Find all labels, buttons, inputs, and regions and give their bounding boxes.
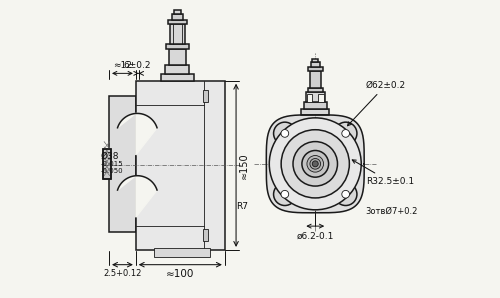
Circle shape	[334, 183, 357, 206]
Circle shape	[302, 150, 328, 177]
Bar	[166, 44, 188, 49]
Text: 2.5+0.12: 2.5+0.12	[104, 269, 142, 278]
Circle shape	[281, 190, 288, 198]
Circle shape	[342, 130, 349, 137]
Bar	[312, 59, 318, 62]
Text: -0.015: -0.015	[100, 161, 123, 167]
Bar	[202, 90, 208, 102]
Circle shape	[270, 118, 361, 210]
Circle shape	[274, 183, 296, 206]
Bar	[308, 67, 323, 71]
Text: Ø38: Ø38	[100, 152, 118, 161]
Bar	[318, 94, 324, 103]
Circle shape	[312, 161, 318, 167]
Polygon shape	[118, 176, 157, 217]
Bar	[168, 20, 187, 24]
Bar	[170, 24, 184, 44]
Text: -0.050: -0.050	[100, 168, 123, 174]
Bar	[103, 149, 110, 179]
Text: ≈150: ≈150	[239, 152, 249, 179]
Bar	[103, 149, 110, 179]
Text: Ø62±0.2: Ø62±0.2	[348, 81, 406, 126]
Bar	[169, 49, 186, 65]
Circle shape	[334, 122, 357, 145]
Bar	[304, 103, 326, 109]
Circle shape	[342, 190, 349, 198]
Polygon shape	[266, 115, 364, 213]
Bar	[310, 71, 320, 88]
Text: ≈12: ≈12	[113, 61, 132, 70]
Text: 6±0.2: 6±0.2	[124, 61, 151, 70]
Circle shape	[293, 142, 338, 186]
Bar	[307, 94, 312, 103]
Circle shape	[281, 130, 349, 198]
Bar	[301, 109, 330, 115]
Circle shape	[310, 159, 320, 169]
Bar	[310, 62, 320, 67]
Bar	[154, 248, 210, 257]
Circle shape	[307, 156, 324, 172]
Bar	[306, 92, 324, 103]
Bar	[109, 96, 136, 232]
Text: ≈100: ≈100	[166, 269, 194, 279]
Text: R7: R7	[236, 202, 248, 211]
Text: R32.5±0.1: R32.5±0.1	[352, 160, 414, 186]
Bar	[136, 81, 225, 250]
Text: ø6.2-0.1: ø6.2-0.1	[296, 232, 334, 240]
Bar	[172, 14, 182, 20]
Bar	[161, 74, 194, 81]
Bar	[308, 88, 322, 92]
Bar	[174, 10, 181, 14]
Bar	[166, 65, 189, 74]
Bar	[202, 229, 208, 241]
Polygon shape	[118, 114, 157, 155]
Text: 3отвØ7+0.2: 3отвØ7+0.2	[366, 207, 418, 216]
Circle shape	[274, 122, 296, 145]
Circle shape	[281, 130, 288, 137]
